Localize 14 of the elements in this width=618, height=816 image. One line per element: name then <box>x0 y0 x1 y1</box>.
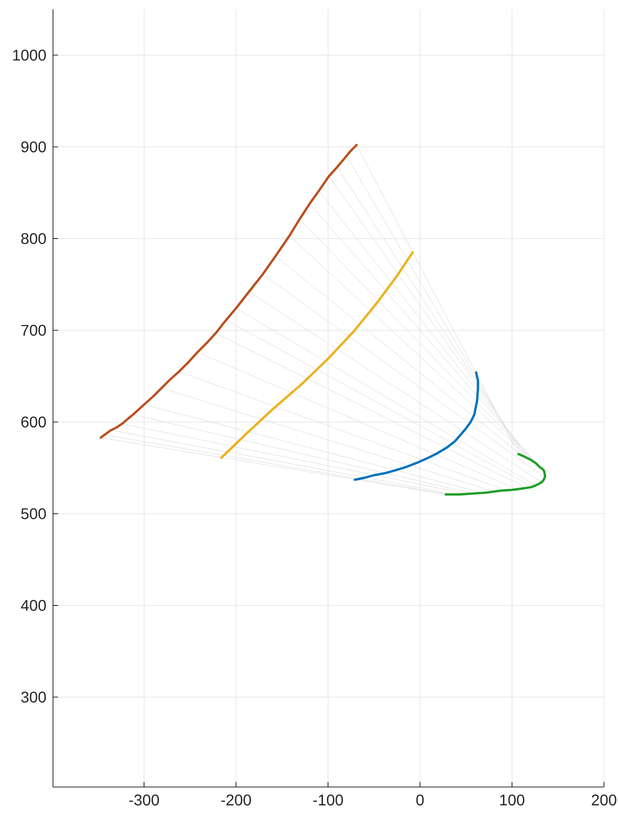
x-tick-label: -100 <box>313 794 343 806</box>
x-tick-label: 200 <box>592 794 616 806</box>
y-tick-label: 900 <box>21 141 46 152</box>
y-tick-label: 800 <box>21 233 46 244</box>
x-tick-label: -300 <box>129 794 159 806</box>
y-tick-label: 700 <box>21 324 46 336</box>
x-tick-label: -200 <box>221 794 251 806</box>
x-tick-label: 100 <box>500 794 524 806</box>
y-tick-label: 600 <box>21 416 46 428</box>
x-tick-label: 0 <box>416 794 424 806</box>
y-tick-label: 500 <box>21 508 46 520</box>
y-tick-label: 300 <box>21 692 46 703</box>
y-tick-label: 400 <box>20 600 46 611</box>
y-tick-label: 1000 <box>13 50 46 61</box>
